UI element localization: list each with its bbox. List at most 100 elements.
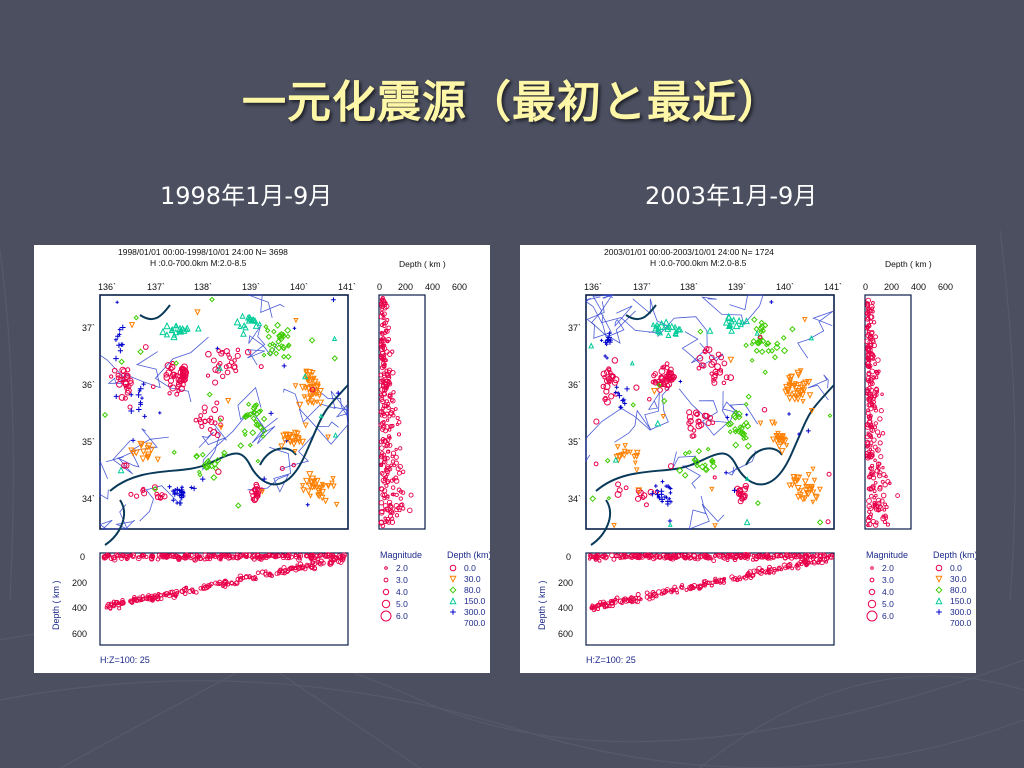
event-marker bbox=[158, 411, 162, 415]
event-marker bbox=[732, 441, 740, 449]
boundary-line bbox=[591, 294, 636, 344]
event-marker bbox=[182, 491, 186, 495]
event-marker bbox=[260, 415, 268, 423]
depth-event bbox=[867, 381, 873, 387]
event-marker bbox=[290, 440, 298, 448]
section-event bbox=[798, 554, 803, 559]
event-marker bbox=[318, 484, 325, 491]
event-marker bbox=[669, 377, 675, 382]
event-marker bbox=[604, 457, 611, 464]
event-marker bbox=[257, 320, 263, 326]
lat-tick-37: 37` bbox=[568, 323, 581, 333]
event-marker bbox=[616, 392, 623, 399]
section-event bbox=[237, 573, 244, 579]
depth-event bbox=[868, 413, 873, 418]
section-event bbox=[288, 565, 294, 572]
depth-event bbox=[381, 439, 385, 444]
event-marker bbox=[111, 367, 118, 374]
depth-event bbox=[398, 496, 403, 501]
section-event bbox=[675, 590, 679, 595]
section-event bbox=[705, 553, 711, 559]
event-marker bbox=[751, 316, 758, 323]
event-marker bbox=[235, 502, 242, 509]
event-marker bbox=[827, 413, 833, 419]
event-marker bbox=[205, 350, 212, 358]
event-marker bbox=[732, 321, 741, 330]
event-marker bbox=[250, 415, 257, 422]
section-event bbox=[715, 552, 721, 558]
depth-event bbox=[391, 413, 396, 418]
event-marker bbox=[214, 456, 222, 464]
section-event bbox=[243, 552, 250, 558]
lat-tick-labels: 37` 36` 35` 34` bbox=[568, 323, 581, 504]
boundary-line bbox=[727, 450, 756, 476]
event-marker bbox=[737, 424, 744, 430]
event-marker bbox=[702, 462, 708, 468]
boundary-line bbox=[139, 485, 182, 522]
section-event bbox=[226, 582, 231, 587]
section-event bbox=[822, 554, 826, 559]
depth-event bbox=[865, 441, 871, 446]
section-event bbox=[712, 554, 717, 558]
depth-event bbox=[866, 307, 872, 313]
section-event bbox=[790, 566, 795, 571]
event-marker bbox=[714, 370, 719, 376]
event-marker bbox=[605, 375, 613, 383]
event-marker bbox=[122, 379, 129, 386]
legend-magnitude-marker bbox=[869, 577, 875, 583]
depth-event bbox=[386, 499, 393, 506]
event-marker bbox=[668, 486, 673, 491]
event-marker bbox=[302, 422, 309, 429]
depth-event bbox=[395, 466, 401, 472]
event-marker bbox=[237, 442, 245, 450]
event-marker bbox=[608, 393, 615, 400]
legend-magnitude-marker bbox=[867, 599, 877, 609]
event-marker bbox=[118, 342, 124, 348]
event-marker bbox=[605, 336, 612, 343]
section-tick-400: 400 bbox=[72, 603, 87, 613]
depth-event bbox=[400, 490, 406, 495]
event-marker bbox=[246, 401, 252, 407]
event-marker bbox=[800, 399, 806, 405]
legend-magnitude-label: 5.0 bbox=[882, 599, 894, 609]
depth-event bbox=[867, 339, 872, 345]
section-event bbox=[616, 553, 621, 559]
section-event bbox=[301, 565, 306, 570]
event-marker bbox=[449, 564, 457, 572]
depth-event bbox=[386, 351, 393, 357]
event-marker bbox=[119, 366, 127, 374]
depth-event bbox=[381, 316, 386, 320]
event-marker bbox=[304, 376, 312, 385]
event-marker bbox=[128, 447, 135, 454]
event-marker bbox=[137, 440, 145, 449]
boundary-line bbox=[586, 294, 614, 339]
section-event bbox=[192, 557, 197, 562]
depth-event bbox=[393, 454, 399, 460]
event-marker bbox=[117, 466, 125, 474]
event-marker bbox=[667, 518, 673, 524]
event-marker bbox=[207, 427, 213, 432]
event-marker bbox=[797, 368, 804, 374]
section-event bbox=[711, 558, 717, 564]
boundary-line bbox=[797, 310, 834, 359]
event-marker bbox=[181, 373, 187, 380]
section-event bbox=[684, 587, 689, 592]
event-marker bbox=[721, 360, 728, 367]
event-marker bbox=[123, 383, 129, 389]
section-event bbox=[608, 599, 613, 604]
event-marker bbox=[172, 328, 180, 336]
event-marker bbox=[171, 332, 178, 338]
event-marker bbox=[708, 361, 716, 368]
legend-magnitude-items: 2.0 3.0 4.0 5.0 6.0 bbox=[380, 563, 408, 622]
event-marker bbox=[281, 353, 287, 360]
event-marker bbox=[313, 477, 321, 485]
section-event bbox=[597, 558, 602, 563]
depth-event bbox=[393, 407, 398, 411]
legend-magnitude-label: 3.0 bbox=[396, 575, 408, 585]
depth-event bbox=[885, 522, 890, 527]
event-marker bbox=[299, 483, 306, 489]
depth-event bbox=[866, 350, 871, 355]
depth-event bbox=[396, 432, 402, 437]
event-marker bbox=[687, 425, 694, 432]
event-marker bbox=[709, 462, 718, 470]
